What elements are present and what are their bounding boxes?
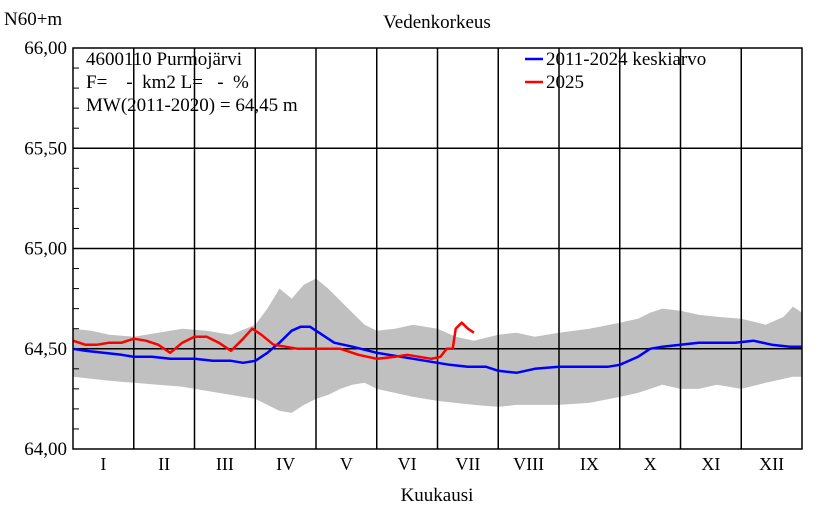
y-axis-ticks: 64,00 64,50 65,00 65,50 66,00 xyxy=(24,38,79,460)
station-area-info: F= - km2 L= - % xyxy=(86,72,249,93)
series-lines xyxy=(72,321,802,375)
x-tick-label: III xyxy=(216,454,234,474)
x-tick-label: X xyxy=(644,454,657,474)
y-axis-unit-label: N60+m xyxy=(4,9,62,30)
x-tick-label: VIII xyxy=(513,454,544,474)
x-tick-label: XI xyxy=(701,454,720,474)
legend-label-average: 2011-2024 keskiarvo xyxy=(546,49,706,70)
plot-frame xyxy=(72,47,803,450)
x-tick-label: II xyxy=(158,454,170,474)
x-tick-label: I xyxy=(100,454,106,474)
series-line-2025 xyxy=(72,321,475,361)
grid-lines xyxy=(73,48,802,449)
x-tick-label: IX xyxy=(580,454,599,474)
x-tick-label: VII xyxy=(455,454,480,474)
x-tick-label: XII xyxy=(759,454,784,474)
y-tick-label: 65,50 xyxy=(24,138,67,159)
legend: 2011-2024 keskiarvo 2025 xyxy=(525,49,706,93)
y-tick-label: 65,00 xyxy=(24,239,67,260)
y-tick-label: 64,00 xyxy=(24,439,67,460)
station-info: 4600110 Purmojärvi F= - km2 L= - % MW(20… xyxy=(86,49,298,116)
x-axis-label: Kuukausi xyxy=(401,485,474,506)
x-axis-ticks: I II III IV V VI VII VIII IX X XI XII xyxy=(100,454,784,474)
series-line-average xyxy=(72,325,802,375)
y-tick-label: 64,50 xyxy=(24,339,67,360)
station-name: 4600110 Purmojärvi xyxy=(86,49,242,70)
x-tick-label: VI xyxy=(398,454,417,474)
legend-label-2025: 2025 xyxy=(546,72,584,93)
x-tick-label: V xyxy=(340,454,353,474)
station-mean-water: MW(2011-2020) = 64,45 m xyxy=(86,95,298,116)
chart-title: Vedenkorkeus xyxy=(383,12,491,33)
y-tick-label: 66,00 xyxy=(24,38,67,59)
x-tick-label: IV xyxy=(276,454,295,474)
